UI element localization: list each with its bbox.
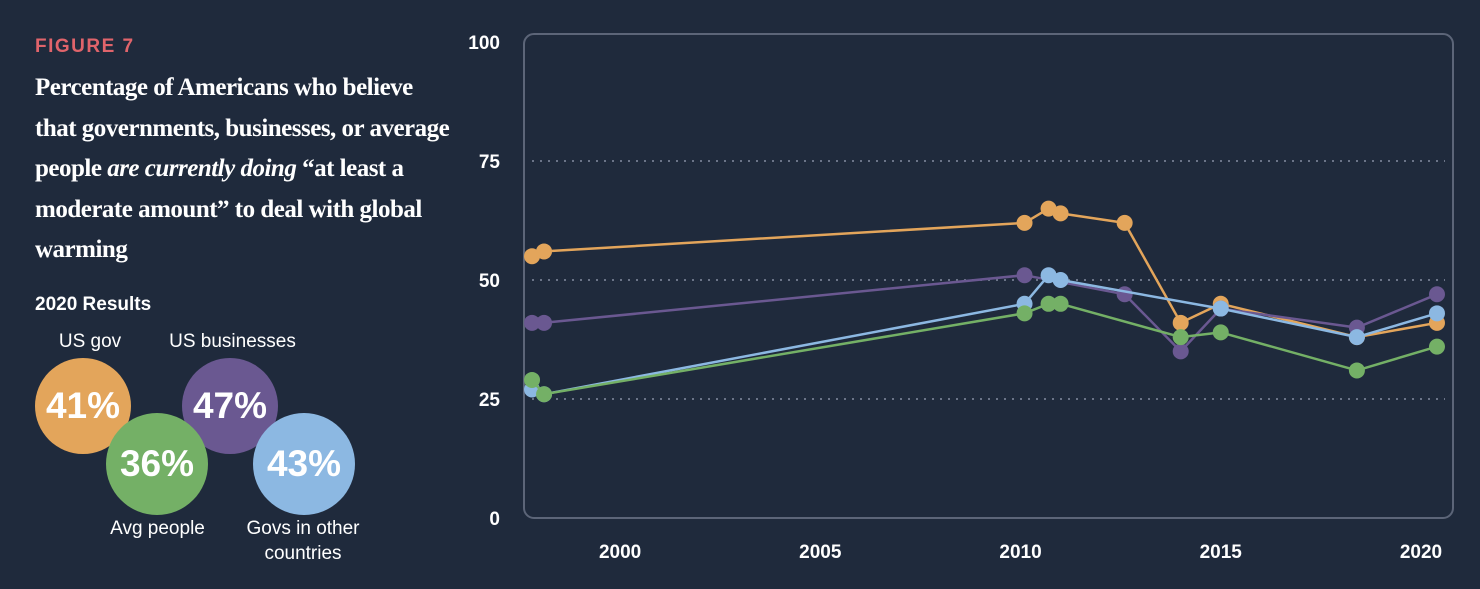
- data-point-avg_people: [536, 386, 553, 403]
- data-point-us_gov: [536, 243, 553, 260]
- title-part1: Percentage of Americans who believe that…: [35, 74, 450, 182]
- us-businesses-value: 47%: [192, 385, 268, 426]
- data-point-govs_other: [1428, 305, 1445, 322]
- data-point-govs_other: [1040, 267, 1057, 284]
- x-tick-label: 2015: [1200, 542, 1243, 563]
- title-part2: “at least a moderate amount” to deal wit…: [35, 155, 422, 263]
- data-point-us_gov: [1172, 314, 1189, 331]
- y-tick-label: 25: [479, 390, 501, 411]
- us-gov-label: US gov: [58, 331, 122, 352]
- y-tick-label: 75: [479, 152, 501, 173]
- x-tick-label: 2005: [799, 542, 842, 563]
- data-point-us_gov: [1116, 214, 1133, 231]
- data-point-govs_other: [1052, 272, 1069, 288]
- data-point-us_businesses: [1116, 286, 1133, 303]
- us-gov-value: 41%: [45, 385, 121, 426]
- data-point-us_gov: [1016, 214, 1033, 231]
- data-point-avg_people: [524, 371, 541, 388]
- x-tick-label: 2000: [599, 542, 641, 563]
- x-tick-label: 2010: [999, 542, 1041, 563]
- data-point-us_businesses: [1016, 267, 1033, 284]
- data-point-avg_people: [1172, 329, 1189, 346]
- title-emphasis: are currently doing: [107, 155, 297, 182]
- data-point-avg_people: [1212, 324, 1229, 341]
- avg-people-bubble: 36%: [106, 413, 208, 515]
- data-point-us_gov: [1040, 200, 1057, 217]
- y-tick-label: 0: [489, 509, 500, 530]
- govs-other-label: Govs in other countries: [246, 518, 360, 564]
- data-point-us_businesses: [524, 314, 541, 331]
- figure-title: Percentage of Americans who believe that…: [35, 68, 455, 271]
- data-point-avg_people: [1428, 338, 1445, 355]
- series-line-us_gov: [531, 207, 1438, 339]
- data-point-us_gov: [1052, 205, 1069, 222]
- data-point-avg_people: [1016, 305, 1033, 322]
- data-point-govs_other: [1212, 300, 1229, 317]
- results-heading: 2020 Results: [35, 294, 152, 315]
- data-point-us_businesses: [1428, 286, 1445, 303]
- data-point-govs_other: [1348, 329, 1365, 346]
- govs-other-value: 43%: [266, 443, 342, 484]
- data-point-us_businesses: [1172, 343, 1189, 360]
- avg-people-value: 36%: [119, 443, 195, 484]
- x-tick-label: 2020: [1400, 542, 1442, 563]
- data-point-avg_people: [1040, 295, 1057, 312]
- us-businesses-label: US businesses: [169, 331, 296, 352]
- figure-label: FIGURE 7: [35, 36, 135, 57]
- y-tick-label: 50: [479, 271, 500, 292]
- govs-other-bubble: 43%: [253, 413, 355, 515]
- plot-frame: [523, 33, 1454, 519]
- series-line-us_businesses: [532, 273, 1438, 353]
- data-point-us_businesses: [536, 314, 553, 331]
- y-tick-label: 100: [468, 33, 500, 54]
- avg-people-label: Avg people: [110, 518, 205, 539]
- data-point-avg_people: [1348, 362, 1365, 379]
- data-point-avg_people: [1052, 295, 1069, 312]
- data-point-us_gov: [524, 248, 541, 265]
- series-avg_people: [524, 295, 1445, 403]
